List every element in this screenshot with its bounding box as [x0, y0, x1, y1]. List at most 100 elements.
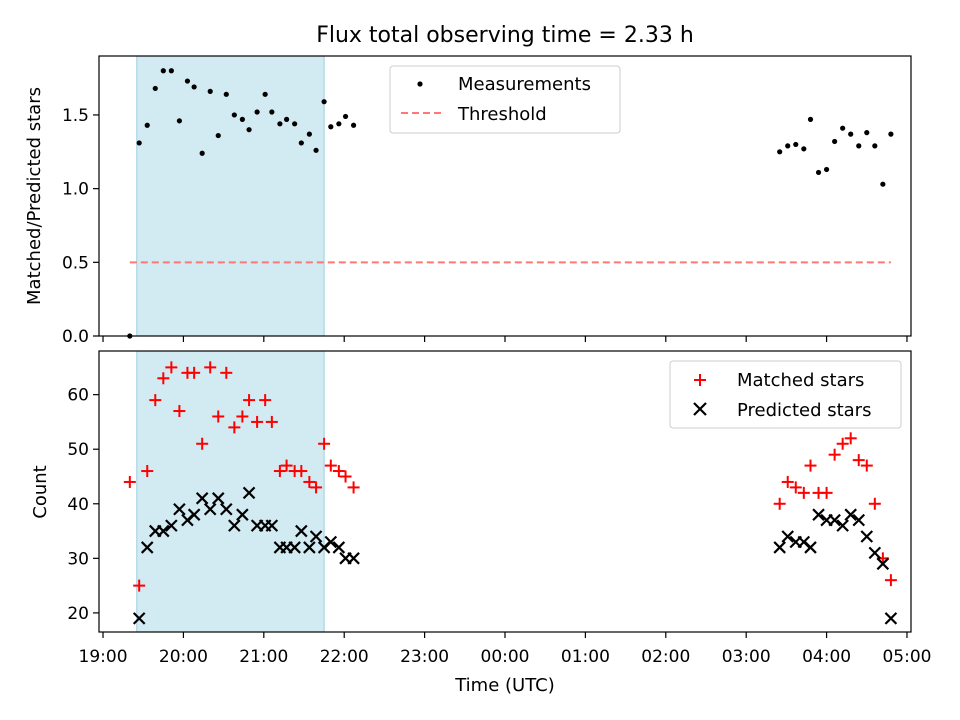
measurement-point: [231, 112, 237, 118]
measurement-point: [254, 109, 260, 115]
x-tick-label: 22:00: [320, 647, 369, 667]
x-tick-label: 20:00: [159, 647, 208, 667]
predicted-star-point: [836, 519, 849, 532]
predicted-star-point: [173, 502, 186, 516]
y-tick-label: 0.5: [62, 253, 89, 273]
legend-measurements-label: Measurements: [458, 74, 591, 95]
y-tick-label: 1.5: [62, 106, 89, 126]
top-marks: [127, 68, 894, 339]
predicted-star-point: [288, 541, 301, 554]
y-tick-label: 20: [67, 604, 89, 624]
measurement-point: [168, 68, 174, 74]
measurement-point: [223, 91, 229, 97]
top-panel: 0.0 0.5 1.0 1.5 Matched/Predicted stars Mea…: [24, 55, 912, 347]
measurement-point: [246, 127, 252, 133]
x-tick-label: 04:00: [802, 647, 851, 667]
predicted-star-point: [324, 535, 338, 549]
measurement-point: [321, 99, 327, 105]
matched-star-point: [141, 465, 154, 478]
matched-star-point: [149, 394, 162, 407]
matched-star-point: [273, 465, 286, 478]
predicted-star-point: [295, 524, 308, 538]
measurement-point: [152, 85, 158, 92]
measurement-point: [350, 122, 357, 128]
matched-star-point: [165, 361, 178, 374]
measurement-point: [856, 143, 862, 149]
measurement-point: [191, 84, 197, 90]
legend-threshold-label: Threshold: [457, 104, 547, 125]
y-tick-label: 50: [67, 440, 89, 460]
legend-measurements-marker: [417, 81, 423, 87]
matched-star-point: [868, 497, 881, 510]
predicted-star-point: [265, 519, 279, 532]
measurement-point: [823, 166, 830, 173]
x-tick-label: 03:00: [722, 647, 771, 667]
measurement-point: [801, 146, 807, 152]
matched-star-point: [173, 405, 186, 418]
matched-star-point: [220, 366, 233, 379]
y-tick-label: 60: [67, 386, 89, 406]
measurement-point: [328, 124, 334, 130]
matched-star-point: [251, 415, 264, 428]
matched-star-point: [781, 475, 794, 488]
predicted-star-point: [203, 502, 217, 516]
matched-star-point: [332, 465, 345, 478]
predicted-star-point: [195, 492, 209, 505]
measurement-point: [313, 147, 319, 153]
measurement-point: [277, 121, 283, 127]
measurement-point: [184, 78, 191, 84]
matched-star-point: [797, 486, 810, 499]
measurement-point: [262, 91, 268, 97]
measurement-point: [306, 131, 312, 137]
measurement-point: [864, 130, 870, 136]
y-tick-label: 40: [67, 495, 89, 515]
predicted-star-point: [187, 508, 201, 521]
x-tick-label: 21:00: [239, 647, 288, 667]
predicted-star-point: [804, 541, 817, 554]
predicted-star-point: [309, 530, 323, 543]
predicted-star-point: [844, 508, 857, 521]
matched-star-point: [844, 432, 857, 445]
measurement-point: [136, 140, 142, 146]
measurement-point: [215, 132, 221, 139]
measurement-point: [342, 113, 349, 120]
matched-star-point: [157, 372, 170, 385]
y-tick-label: 30: [67, 549, 89, 569]
measurement-point: [336, 121, 342, 127]
predicted-star-point: [852, 513, 866, 527]
measurement-point: [283, 116, 290, 122]
predicted-star-point: [228, 519, 241, 532]
bottom-x-ticks: 19:00 20:00 21:00 22:00 23:00 00:00 01:00 02:00…: [79, 632, 931, 667]
x-tick-label: 00:00: [481, 647, 530, 667]
measurement-point: [848, 131, 854, 137]
top-x-ticks: [102, 336, 908, 342]
bottom-legend-box: [669, 360, 902, 429]
measurement-point: [777, 149, 783, 155]
matched-star-point: [295, 465, 308, 478]
measurement-point: [888, 131, 894, 137]
matched-star-point: [820, 486, 833, 499]
predicted-star-point: [303, 541, 316, 554]
matched-star-point: [347, 481, 360, 494]
matched-star-point: [123, 475, 136, 488]
measurement-point: [840, 125, 846, 131]
measurement-point: [144, 122, 150, 128]
matched-star-point: [133, 579, 146, 592]
matched-star-point: [324, 459, 337, 472]
y-tick-label: 1.0: [62, 180, 89, 200]
predicted-star-point: [812, 508, 825, 521]
predicted-star-point: [236, 508, 249, 521]
predicted-star-point: [876, 557, 890, 571]
predicted-star-point: [165, 519, 178, 532]
figure-title: Flux total observing time = 2.33 h: [316, 23, 694, 48]
measurement-point: [832, 138, 838, 145]
matched-star-point: [804, 459, 817, 472]
predicted-star-point: [332, 541, 346, 554]
x-tick-label: 23:00: [400, 647, 449, 667]
measurement-point: [207, 88, 213, 94]
bottom-y-axis-label: Count: [30, 465, 51, 518]
predicted-star-point: [220, 502, 233, 516]
x-tick-label: 19:00: [79, 647, 128, 667]
measurement-point: [872, 143, 878, 149]
measurement-point: [807, 116, 814, 122]
